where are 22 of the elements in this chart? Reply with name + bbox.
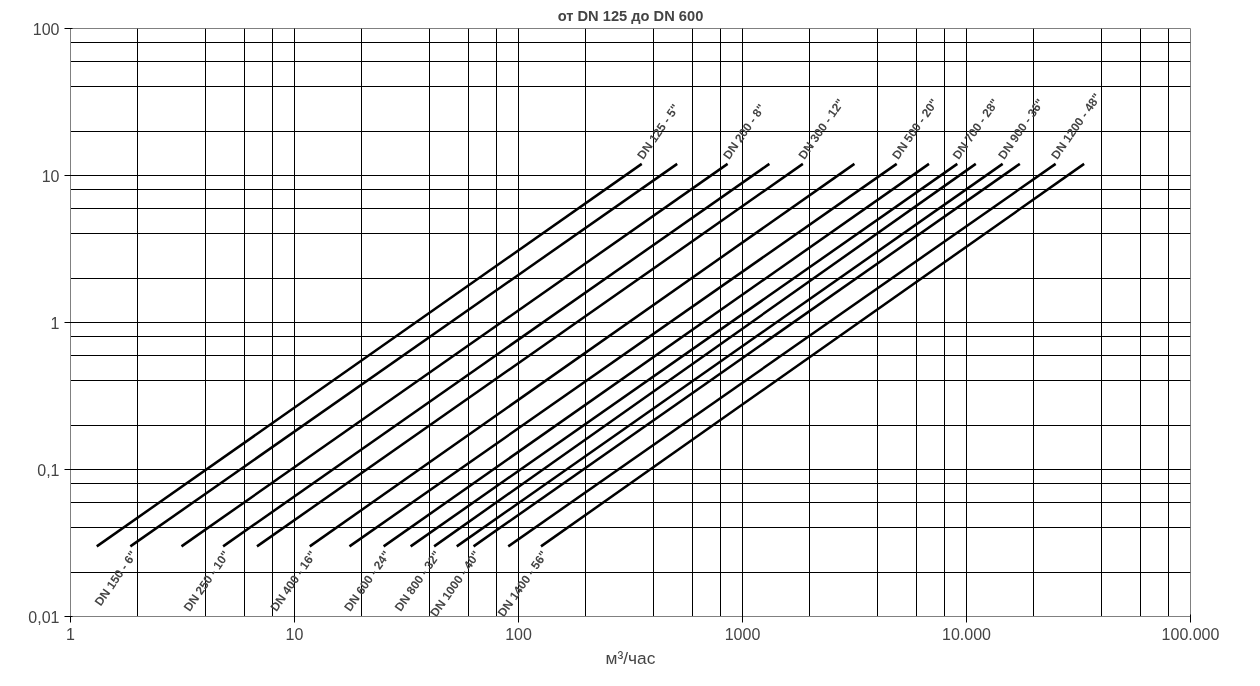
annotation: DN 400 - 16" <box>267 548 320 615</box>
chart-title: от DN 125 до DN 600 <box>557 7 704 24</box>
x-tick-label: 100 <box>505 625 532 643</box>
annotation: DN 150 - 6" <box>91 548 140 609</box>
annotation: DN 900 - 36" <box>995 96 1048 162</box>
annotation: DN 250 - 10" <box>180 548 233 615</box>
y-tick-label: 10 <box>41 167 60 185</box>
y-tick-label: 0,01 <box>28 608 60 626</box>
x-tick-label: 1 <box>66 625 76 643</box>
x-tick-label: 1000 <box>724 625 761 643</box>
y-tick-label: 0,1 <box>37 461 60 479</box>
annotation: DN 125 - 5" <box>634 101 683 162</box>
x-axis-title: м³/час <box>605 647 656 668</box>
annotation: DN 600 - 24" <box>341 548 394 615</box>
y-tick-label: 1 <box>50 314 60 332</box>
annotation: DN 300 - 12" <box>795 96 848 162</box>
x-tick-label: 10.000 <box>942 625 992 643</box>
y-tick-label: 100 <box>32 20 60 38</box>
x-tick-label: 100.000 <box>1161 625 1220 643</box>
x-tick-label: 10 <box>285 625 304 643</box>
annotation: DN 200 - 8" <box>720 101 769 162</box>
annotation: DN 500 - 20" <box>889 96 942 162</box>
